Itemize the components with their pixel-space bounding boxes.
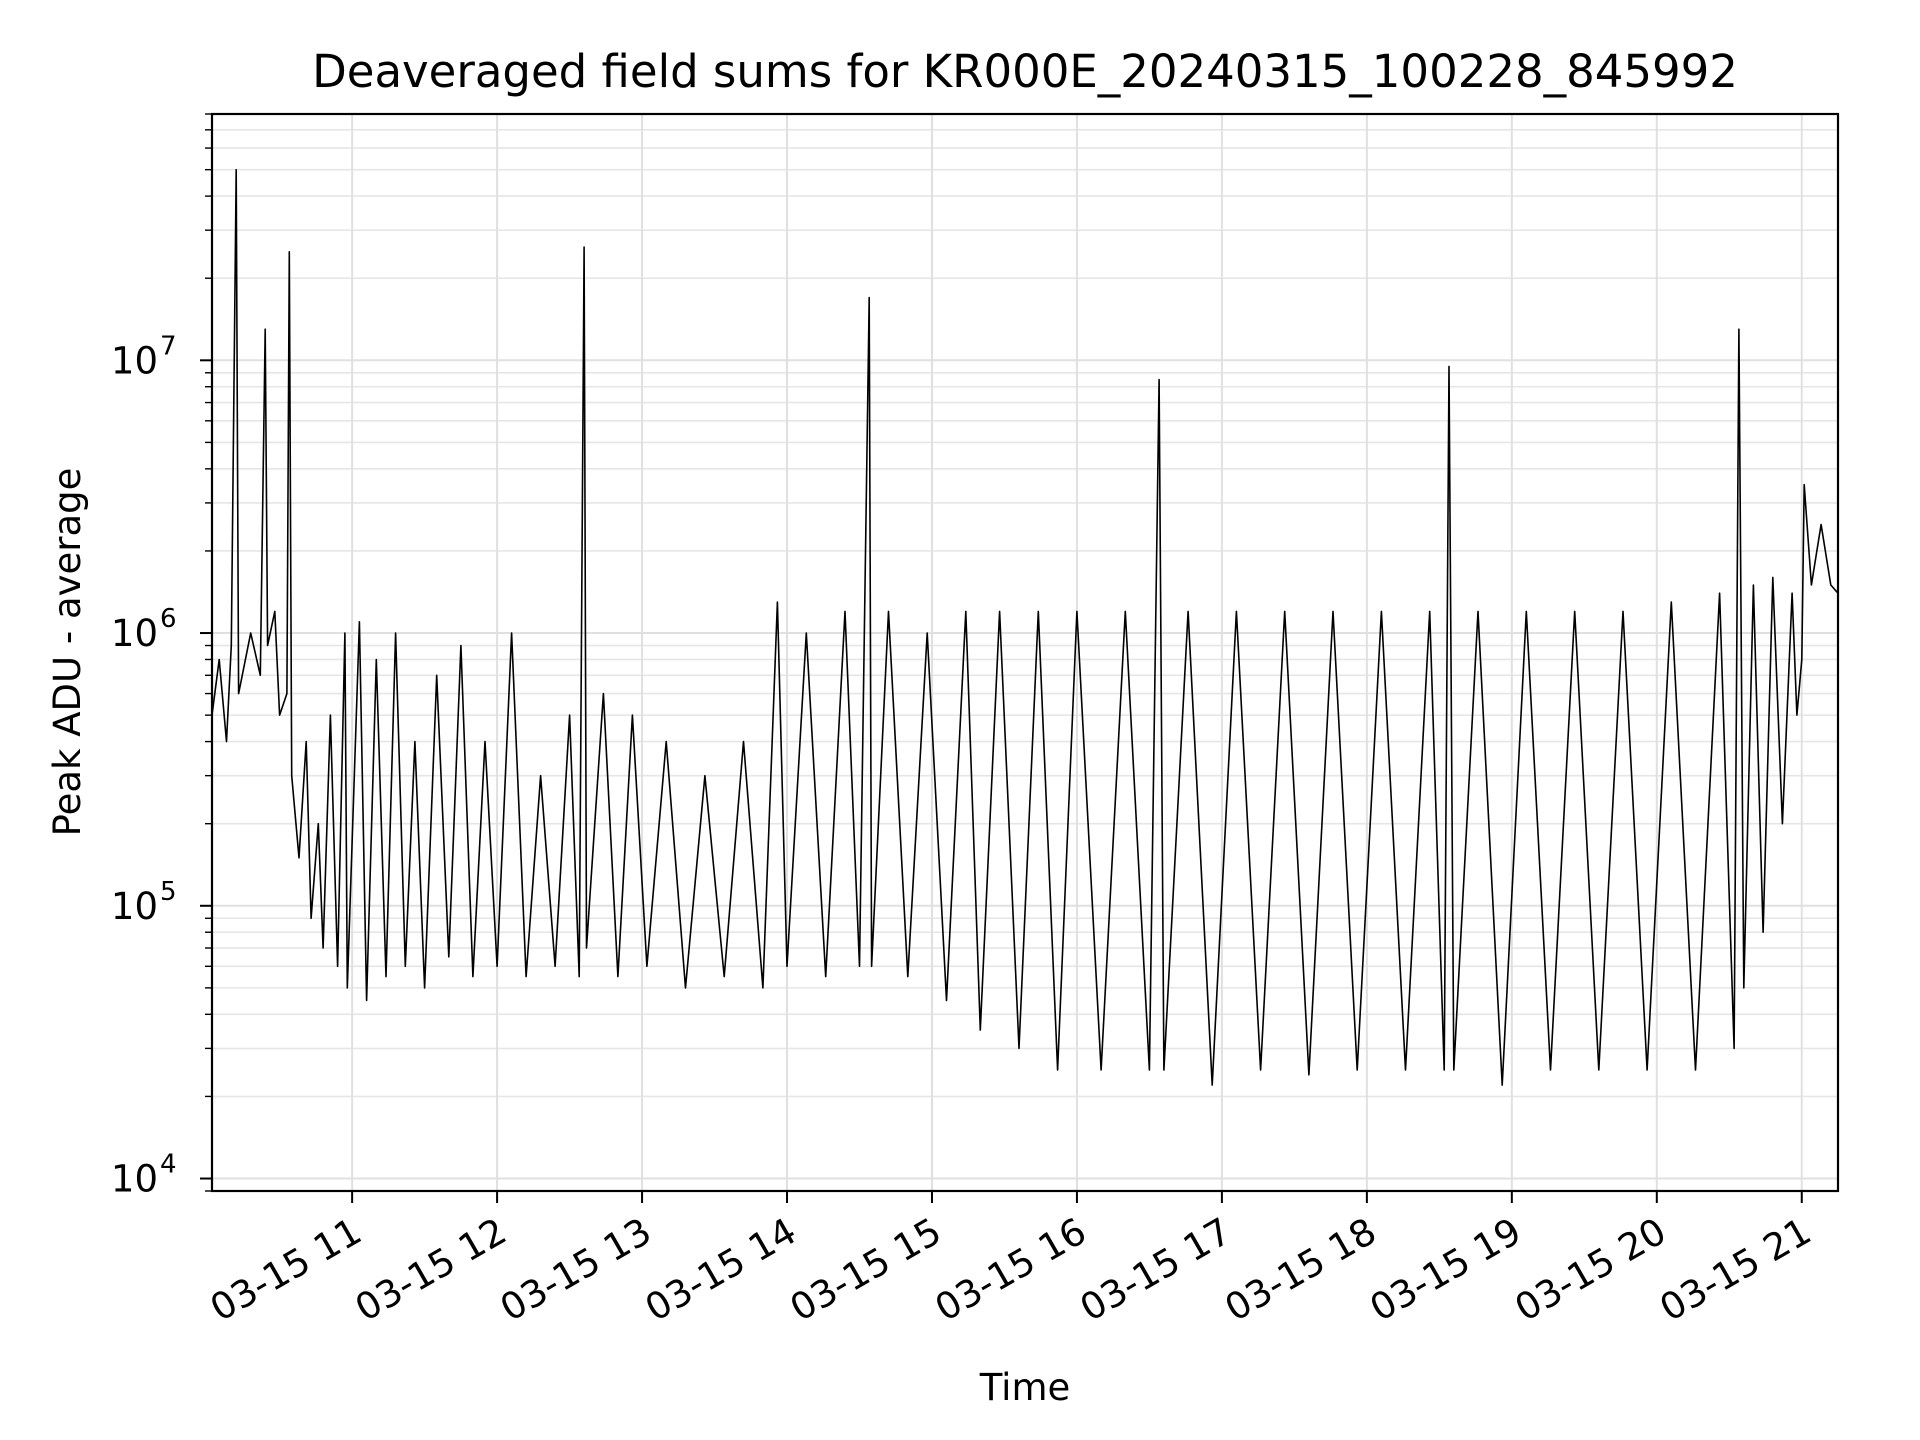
y-tick-exponent: 4	[160, 1150, 177, 1180]
y-tick-exponent: 5	[160, 877, 177, 907]
series-line	[211, 168, 1839, 1086]
x-tick-label: 03-15 19	[1363, 1210, 1529, 1330]
y-tick-exponent: 6	[160, 604, 177, 634]
x-tick-label: 03-15 13	[493, 1210, 659, 1330]
x-axis-label: Time	[979, 1366, 1071, 1409]
y-tick-label: 10	[111, 1158, 158, 1201]
x-tick-label: 03-15 17	[1073, 1210, 1239, 1330]
x-tick-label: 03-15 16	[928, 1210, 1094, 1330]
x-tick-label: 03-15 12	[348, 1210, 514, 1330]
x-tick-label: 03-15 14	[638, 1210, 804, 1330]
y-tick-exponent: 7	[160, 331, 177, 361]
grid	[212, 113, 1838, 1192]
plot-area-frame	[210, 112, 1840, 1193]
x-tick-label: 03-15 21	[1653, 1210, 1819, 1330]
x-tick-label: 03-15 11	[203, 1210, 369, 1330]
x-tick-label: 03-15 15	[783, 1210, 949, 1330]
y-tick-label: 10	[111, 339, 158, 382]
y-axis-label: Peak ADU - average	[46, 468, 89, 837]
x-tick-label: 03-15 20	[1508, 1210, 1674, 1330]
y-tick-label: 10	[111, 612, 158, 655]
chart-title: Deaveraged field sums for KR000E_2024031…	[312, 45, 1738, 98]
y-tick-label: 10	[111, 885, 158, 928]
x-tick-label: 03-15 18	[1218, 1210, 1384, 1330]
